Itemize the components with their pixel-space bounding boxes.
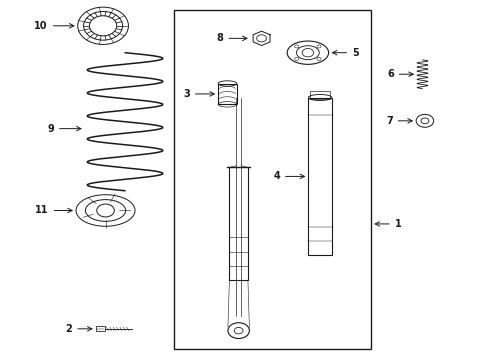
- Text: 9: 9: [47, 123, 81, 134]
- Text: 11: 11: [35, 206, 72, 216]
- Bar: [218, 84, 236, 104]
- Text: 3: 3: [183, 89, 214, 99]
- Text: 6: 6: [386, 69, 412, 79]
- Bar: [173, 10, 370, 348]
- Bar: [308, 98, 331, 255]
- Bar: [309, 91, 330, 99]
- Bar: [96, 326, 105, 331]
- Text: 4: 4: [273, 171, 304, 181]
- Text: 1: 1: [374, 219, 401, 229]
- Text: 5: 5: [332, 48, 358, 58]
- Text: 7: 7: [385, 116, 411, 126]
- Text: 8: 8: [216, 33, 246, 43]
- Text: 10: 10: [34, 21, 74, 31]
- Text: 2: 2: [65, 324, 92, 334]
- Bar: [229, 167, 247, 280]
